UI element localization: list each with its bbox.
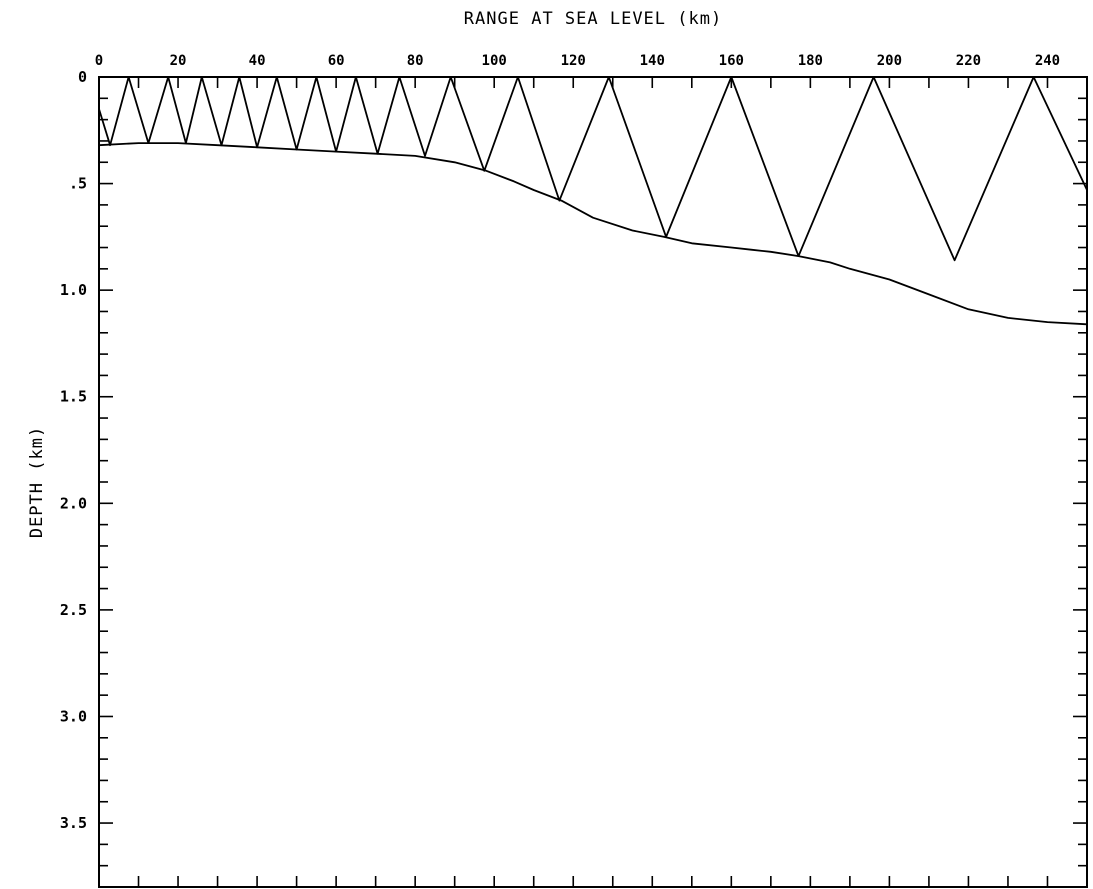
y-tick-label: 3.0 [60, 707, 87, 725]
x-tick-label: 0 [95, 53, 103, 69]
x-tick-label: 200 [877, 53, 902, 69]
series-layer [98, 76, 1088, 326]
y-tick-label: 1.5 [60, 388, 87, 406]
x-tick-label: 60 [328, 53, 345, 69]
x-tick-label: 240 [1035, 53, 1060, 69]
x-tick-label: 80 [407, 53, 424, 69]
y-tick-label: 3.5 [60, 814, 87, 832]
x-axis-title: RANGE AT SEA LEVEL (km) [464, 9, 722, 29]
x-tick-label: 140 [640, 53, 665, 69]
y-axis-ticks: 0 .5 1.0 1.5 2.0 2.5 3.0 3.5 [60, 68, 1087, 888]
y-axis-title: DEPTH (km) [27, 426, 47, 538]
y-tick-label: .5 [69, 175, 87, 193]
x-tick-label: 40 [249, 53, 266, 69]
x-tick-label: 160 [719, 53, 744, 69]
x-axis-ticks: 0 20 40 60 80 100 120 140 160 180 200 220 240 [95, 53, 1088, 887]
plot-frame [98, 76, 1088, 888]
series-line-bottom-profile [98, 142, 1088, 326]
x-tick-label: 180 [798, 53, 823, 69]
y-tick-label: 0 [78, 68, 87, 86]
x-tick-label: 100 [482, 53, 507, 69]
y-tick-label: 2.0 [60, 494, 87, 512]
x-tick-label: 20 [170, 53, 187, 69]
y-tick-label: 2.5 [60, 601, 87, 619]
x-tick-label: 220 [956, 53, 981, 69]
x-tick-label: 120 [561, 53, 586, 69]
y-tick-label: 1.0 [60, 281, 87, 299]
series-line-ray-path [98, 76, 1088, 262]
